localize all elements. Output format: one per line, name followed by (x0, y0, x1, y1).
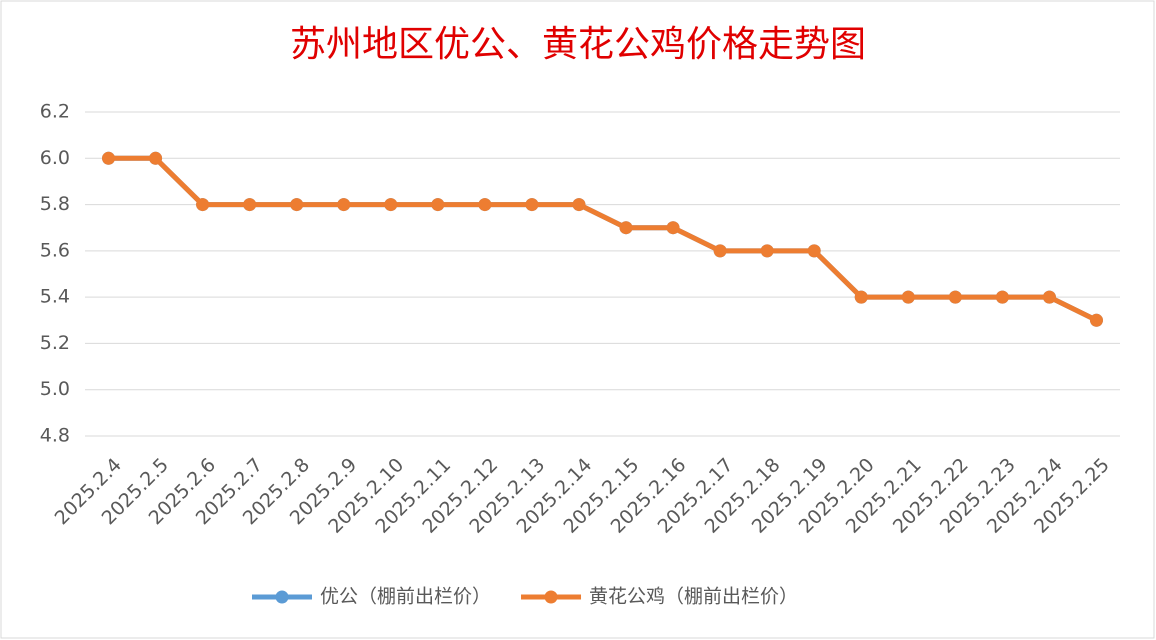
data-point (666, 221, 680, 235)
data-point (149, 151, 163, 165)
y-tick-label: 6.0 (40, 147, 70, 169)
data-point (243, 198, 257, 212)
data-point (384, 198, 398, 212)
data-point (290, 198, 304, 212)
data-point (901, 290, 915, 304)
data-point (478, 198, 492, 212)
data-point (572, 198, 586, 212)
data-point (854, 290, 868, 304)
y-tick-label: 5.8 (40, 193, 70, 215)
legend-label: 优公（棚前出栏价） (320, 586, 491, 608)
legend-label: 黄花公鸡（棚前出栏价） (589, 586, 798, 608)
data-point (807, 244, 821, 258)
data-point (713, 244, 727, 258)
y-tick-label: 5.4 (40, 286, 70, 308)
y-tick-label: 4.8 (40, 425, 70, 447)
y-tick-label: 6.2 (40, 101, 70, 123)
chart-title: 苏州地区优公、黄花公鸡价格走势图 (290, 24, 866, 65)
y-tick-label: 5.2 (40, 332, 70, 354)
legend-marker (275, 590, 289, 604)
data-point (525, 198, 539, 212)
data-point (1089, 313, 1103, 327)
data-point (948, 290, 962, 304)
y-tick-label: 5.0 (40, 378, 70, 400)
data-point (431, 198, 445, 212)
series-line (108, 155, 1098, 323)
data-point (337, 198, 351, 212)
data-point (1042, 290, 1056, 304)
legend-marker (544, 590, 558, 604)
data-point (196, 198, 210, 212)
data-point (760, 244, 774, 258)
data-point (102, 151, 116, 165)
data-point (995, 290, 1009, 304)
y-tick-label: 5.6 (40, 239, 70, 261)
data-point (619, 221, 633, 235)
